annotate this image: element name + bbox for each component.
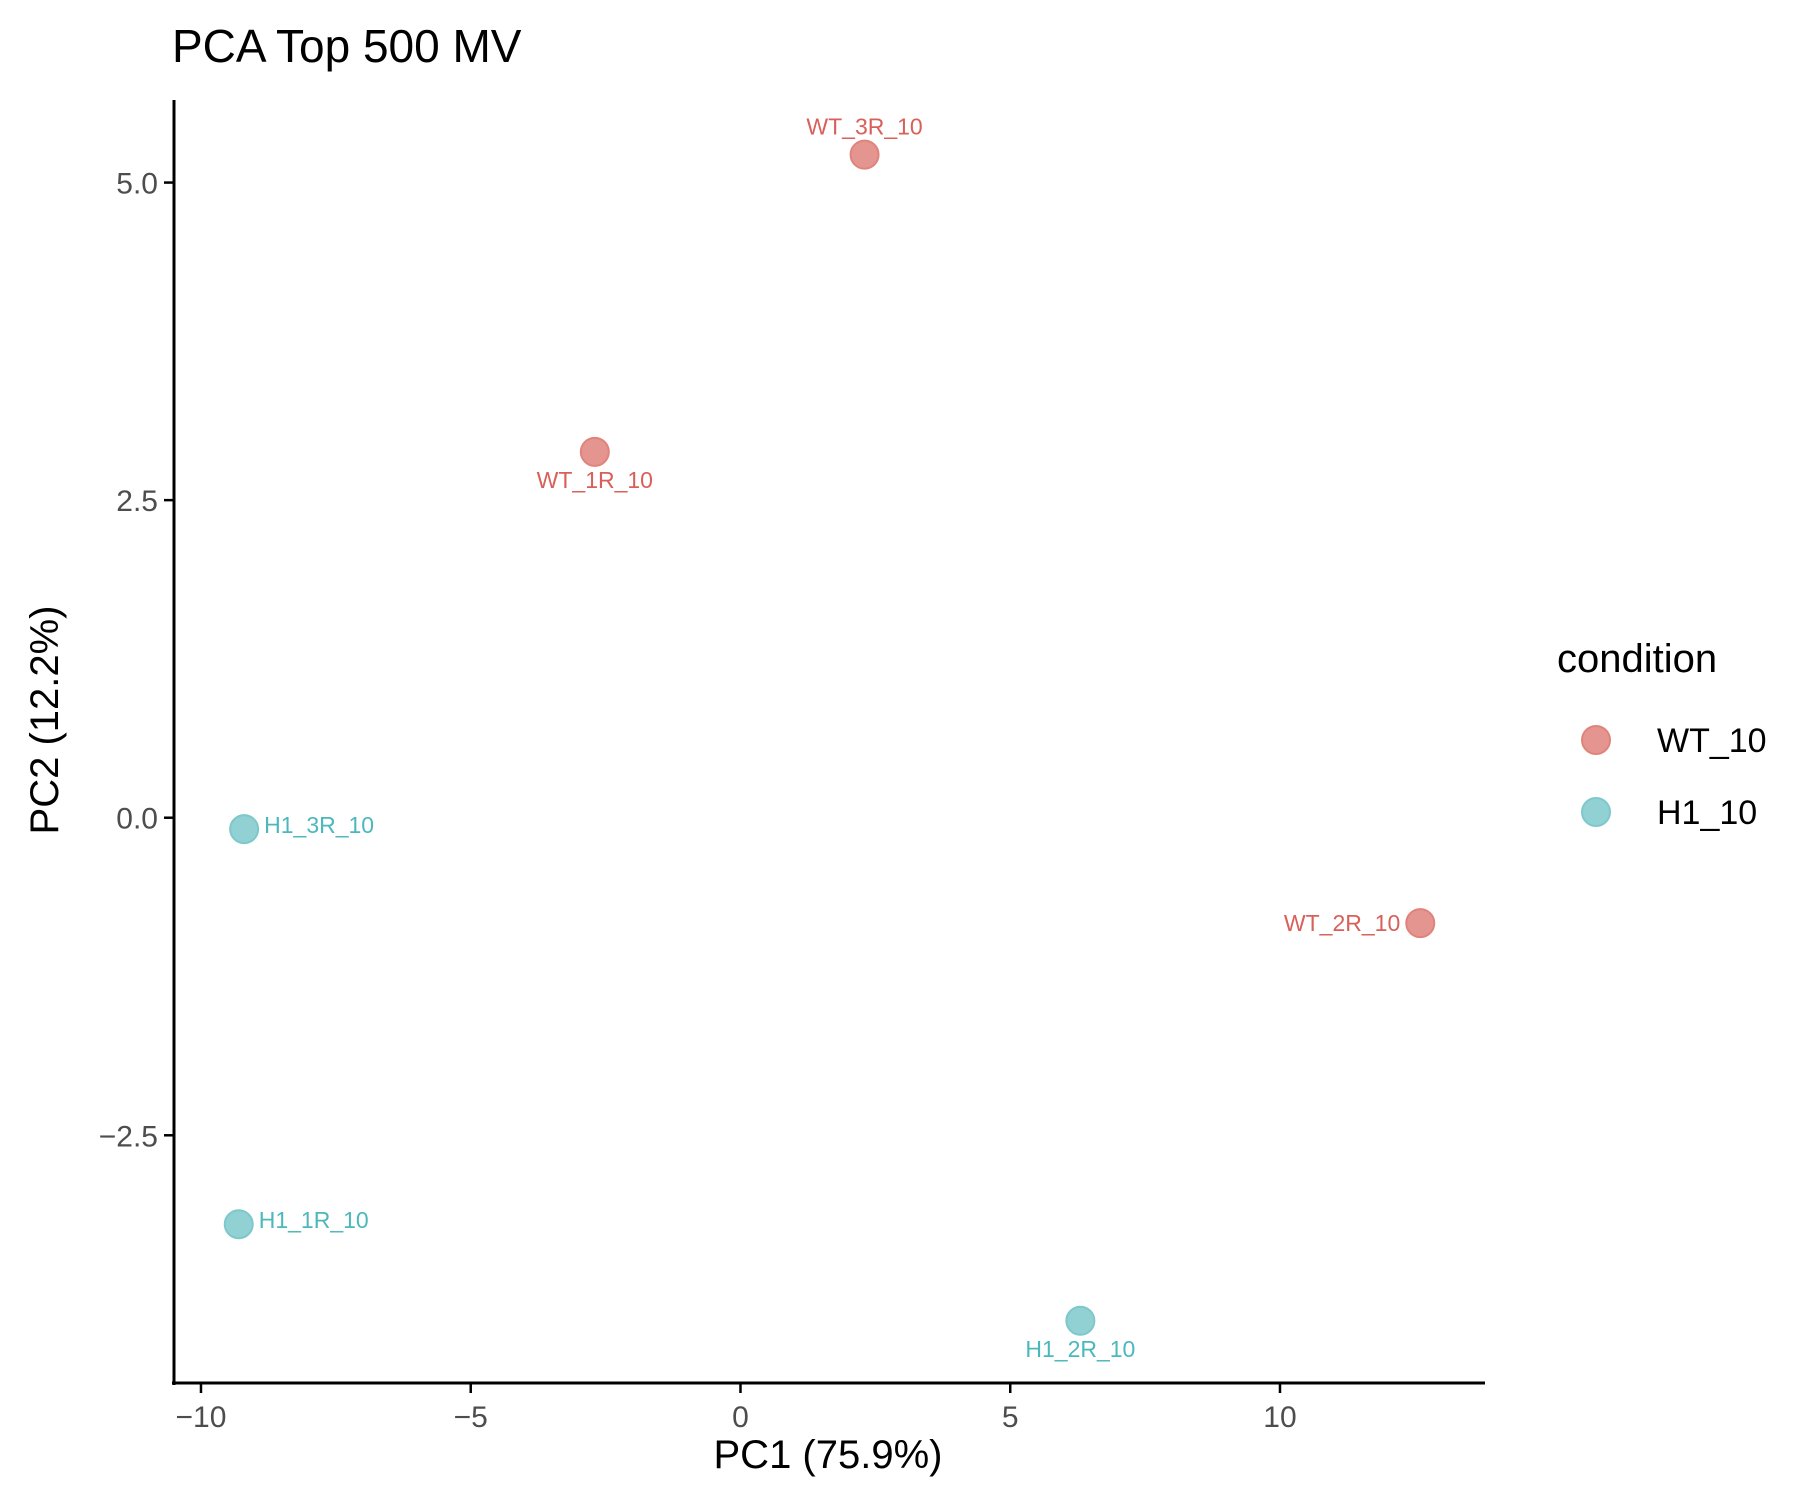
- data-point: [579, 436, 610, 467]
- legend-swatch: [1581, 797, 1611, 827]
- legend-swatch: [1581, 725, 1611, 755]
- point-label: WT_3R_10: [806, 114, 922, 140]
- x-tick-label: 5: [1002, 1401, 1019, 1434]
- y-tick-label: −2.5: [99, 1120, 158, 1153]
- y-tick-label: 2.5: [116, 485, 158, 518]
- data-points: WT_3R_10 WT_1R_10 WT_2R_10 H1_3R_10 H1_1R_10…: [223, 114, 1436, 1362]
- legend: condition WT_10 H1_10: [1557, 637, 1767, 832]
- data-point: [1065, 1305, 1096, 1336]
- point-label: WT_1R_10: [537, 467, 653, 493]
- legend-label: H1_10: [1657, 794, 1757, 832]
- y-axis-title: PC2 (12.2%): [23, 606, 67, 835]
- legend-title: condition: [1557, 637, 1717, 681]
- x-tick-label: −5: [454, 1401, 488, 1434]
- y-tick-label: 5.0: [116, 168, 158, 201]
- x-axis-ticks: −10 −5 0 5 10: [176, 1383, 1297, 1434]
- y-axis-ticks: −2.5 0.0 2.5 5.0: [99, 168, 174, 1153]
- data-point: [849, 139, 880, 170]
- x-axis-title: PC1 (75.9%): [714, 1433, 943, 1477]
- point-label: H1_3R_10: [264, 812, 374, 838]
- point-label: H1_2R_10: [1025, 1336, 1135, 1362]
- legend-label: WT_10: [1657, 722, 1767, 760]
- data-point: [223, 1209, 254, 1240]
- x-tick-label: −10: [176, 1401, 227, 1434]
- point-label: H1_1R_10: [259, 1207, 369, 1233]
- point-label: WT_2R_10: [1284, 910, 1400, 936]
- data-point: [1405, 908, 1436, 939]
- x-tick-label: 0: [732, 1401, 749, 1434]
- y-tick-label: 0.0: [116, 803, 158, 836]
- chart-title: PCA Top 500 MV: [172, 20, 522, 72]
- x-tick-label: 10: [1263, 1401, 1296, 1434]
- data-point: [229, 814, 260, 845]
